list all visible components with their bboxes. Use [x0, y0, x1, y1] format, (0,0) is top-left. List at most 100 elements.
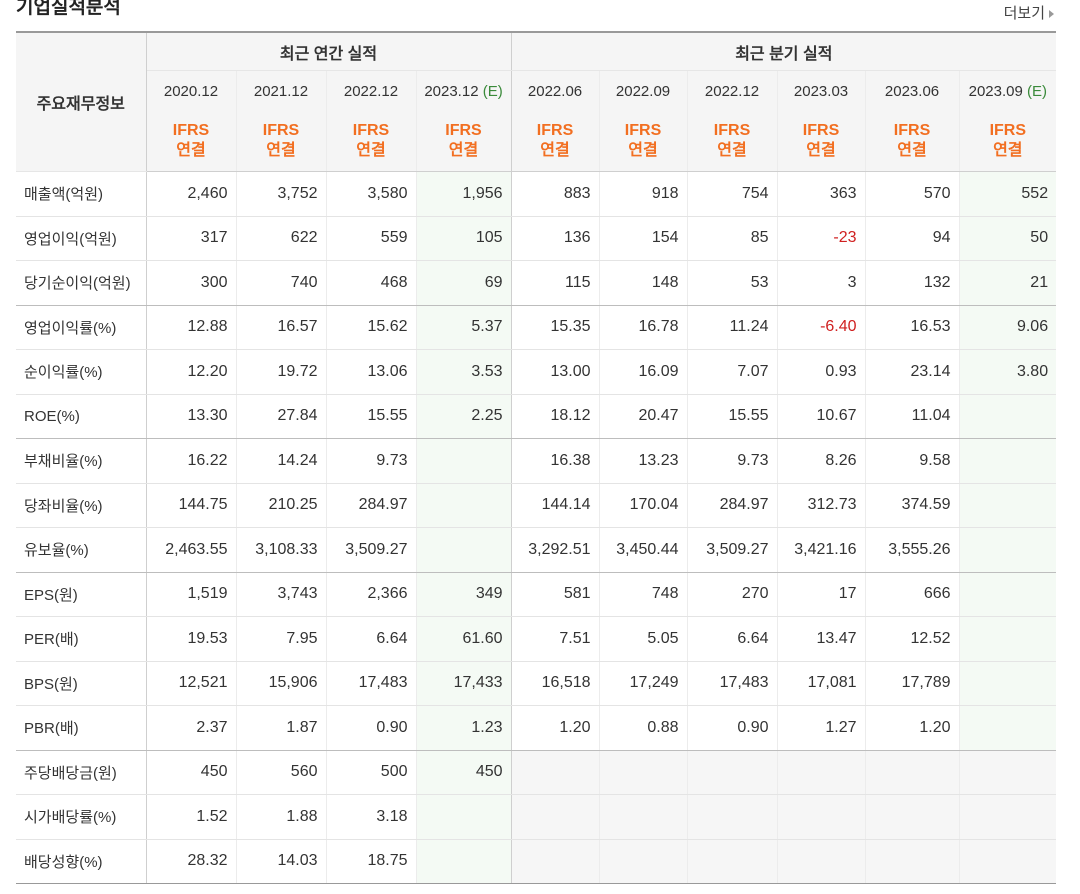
value-cell: 21: [959, 260, 1057, 306]
basis-consolidated: 연결: [448, 142, 479, 159]
value-cell: 349: [416, 572, 512, 617]
period-label: 2023.03: [793, 82, 849, 100]
value-cell: [959, 661, 1057, 706]
value-cell: 210.25: [236, 483, 327, 528]
value-cell: 12,521: [146, 661, 237, 706]
value-cell: 13.00: [511, 349, 600, 395]
value-cell: [416, 839, 512, 884]
financial-table: 주요재무정보 최근 연간 실적 최근 분기 실적 2020.12 2021.12 2…: [16, 31, 1057, 884]
value-cell: 1.23: [416, 705, 512, 751]
value-cell: 15.55: [687, 394, 778, 439]
value-cell: 14.24: [236, 438, 327, 484]
basis-ifrs: IFRS: [352, 122, 390, 139]
value-cell: 2.25: [416, 394, 512, 439]
value-cell: 16.22: [146, 438, 237, 484]
row-label: PER(배): [16, 616, 147, 662]
value-cell: 3.80: [959, 349, 1057, 395]
period-label: 2020.12: [163, 82, 219, 100]
value-cell: 19.72: [236, 349, 327, 395]
value-cell: [959, 839, 1057, 884]
table-row: 시가배당률(%) 1.52 1.88 3.18: [16, 794, 1057, 840]
table-row: PBR(배) 2.37 1.87 0.90 1.23 1.20 0.88 0.90 1.27 1.…: [16, 705, 1057, 751]
value-cell: 1.52: [146, 794, 237, 840]
value-cell: 3,509.27: [326, 527, 417, 573]
basis-cell: IFRS 연결: [236, 111, 327, 172]
value-cell: 28.32: [146, 839, 237, 884]
value-cell: 3: [777, 260, 866, 306]
value-cell: 11.04: [865, 394, 960, 439]
row-label: 영업이익(억원): [16, 216, 147, 261]
basis-consolidated: 연결: [717, 142, 747, 159]
estimate-mark: (E): [482, 82, 503, 100]
value-cell: [416, 794, 512, 840]
value-cell: 284.97: [326, 483, 417, 528]
value-cell: 144.75: [146, 483, 237, 528]
row-label: 당기순이익(억원): [16, 260, 147, 306]
table-row: 당좌비율(%) 144.75 210.25 284.97 144.14 170.04 284…: [16, 483, 1057, 528]
value-cell: 2.37: [146, 705, 237, 751]
value-cell: 3,292.51: [511, 527, 600, 573]
basis-cell: IFRS 연결: [865, 111, 960, 172]
section-title: 기업실적분석: [16, 0, 121, 18]
value-cell: 9.06: [959, 305, 1057, 350]
value-cell: [865, 839, 960, 884]
value-cell: 6.64: [687, 616, 778, 662]
value-cell: [959, 616, 1057, 662]
value-cell: 500: [326, 750, 417, 795]
value-cell: 581: [511, 572, 600, 617]
value-cell: 17,483: [326, 661, 417, 706]
value-cell: 7.95: [236, 616, 327, 662]
value-cell: 559: [326, 216, 417, 261]
row-label: 유보율(%): [16, 527, 147, 573]
value-cell: 3,743: [236, 572, 327, 617]
table-row: 영업이익률(%) 12.88 16.57 15.62 5.37 15.35 16.78 11.…: [16, 305, 1057, 350]
value-cell: 16.09: [599, 349, 688, 395]
value-cell: 23.14: [865, 349, 960, 395]
value-cell: [599, 839, 688, 884]
value-cell: 10.67: [777, 394, 866, 439]
value-cell: 17,433: [416, 661, 512, 706]
value-cell: 12.52: [865, 616, 960, 662]
value-cell: [599, 750, 688, 795]
value-cell: 3,509.27: [687, 527, 778, 573]
row-label: 영업이익률(%): [16, 305, 147, 350]
value-cell: [777, 750, 866, 795]
value-cell: 19.53: [146, 616, 237, 662]
value-cell: 363: [777, 171, 866, 217]
basis-cell: IFRS 연결: [326, 111, 417, 172]
period-header: 2020.12: [146, 70, 237, 111]
value-cell: 53: [687, 260, 778, 306]
basis-cell: IFRS 연결: [416, 111, 512, 172]
row-label: 부채비율(%): [16, 438, 147, 484]
table-row: 부채비율(%) 16.22 14.24 9.73 16.38 13.23 9.73 8.26 9…: [16, 438, 1057, 484]
value-cell: 15,906: [236, 661, 327, 706]
basis-consolidated: 연결: [628, 142, 658, 159]
value-cell: 9.73: [326, 438, 417, 484]
value-cell: 15.55: [326, 394, 417, 439]
value-cell: [865, 750, 960, 795]
period-header: 2023.06: [865, 70, 960, 111]
value-cell: [687, 794, 778, 840]
value-cell: 560: [236, 750, 327, 795]
value-cell: 17: [777, 572, 866, 617]
basis-consolidated: 연결: [806, 142, 836, 159]
value-cell: 9.58: [865, 438, 960, 484]
value-cell: 11.24: [687, 305, 778, 350]
basis-cell: IFRS 연결: [959, 111, 1057, 172]
value-cell: 570: [865, 171, 960, 217]
more-link[interactable]: 더보기: [1004, 2, 1054, 23]
basis-ifrs: IFRS: [893, 122, 931, 139]
value-cell: 754: [687, 171, 778, 217]
period-label: 2023.09: [968, 82, 1023, 100]
value-cell: 2,460: [146, 171, 237, 217]
value-cell: 20.47: [599, 394, 688, 439]
value-cell: 27.84: [236, 394, 327, 439]
value-cell: 300: [146, 260, 237, 306]
value-cell: 3,752: [236, 171, 327, 217]
value-cell: 0.90: [687, 705, 778, 751]
value-cell: 552: [959, 171, 1057, 217]
value-cell: 2,366: [326, 572, 417, 617]
value-cell: 2,463.55: [146, 527, 237, 573]
value-cell: 918: [599, 171, 688, 217]
value-cell: [599, 794, 688, 840]
